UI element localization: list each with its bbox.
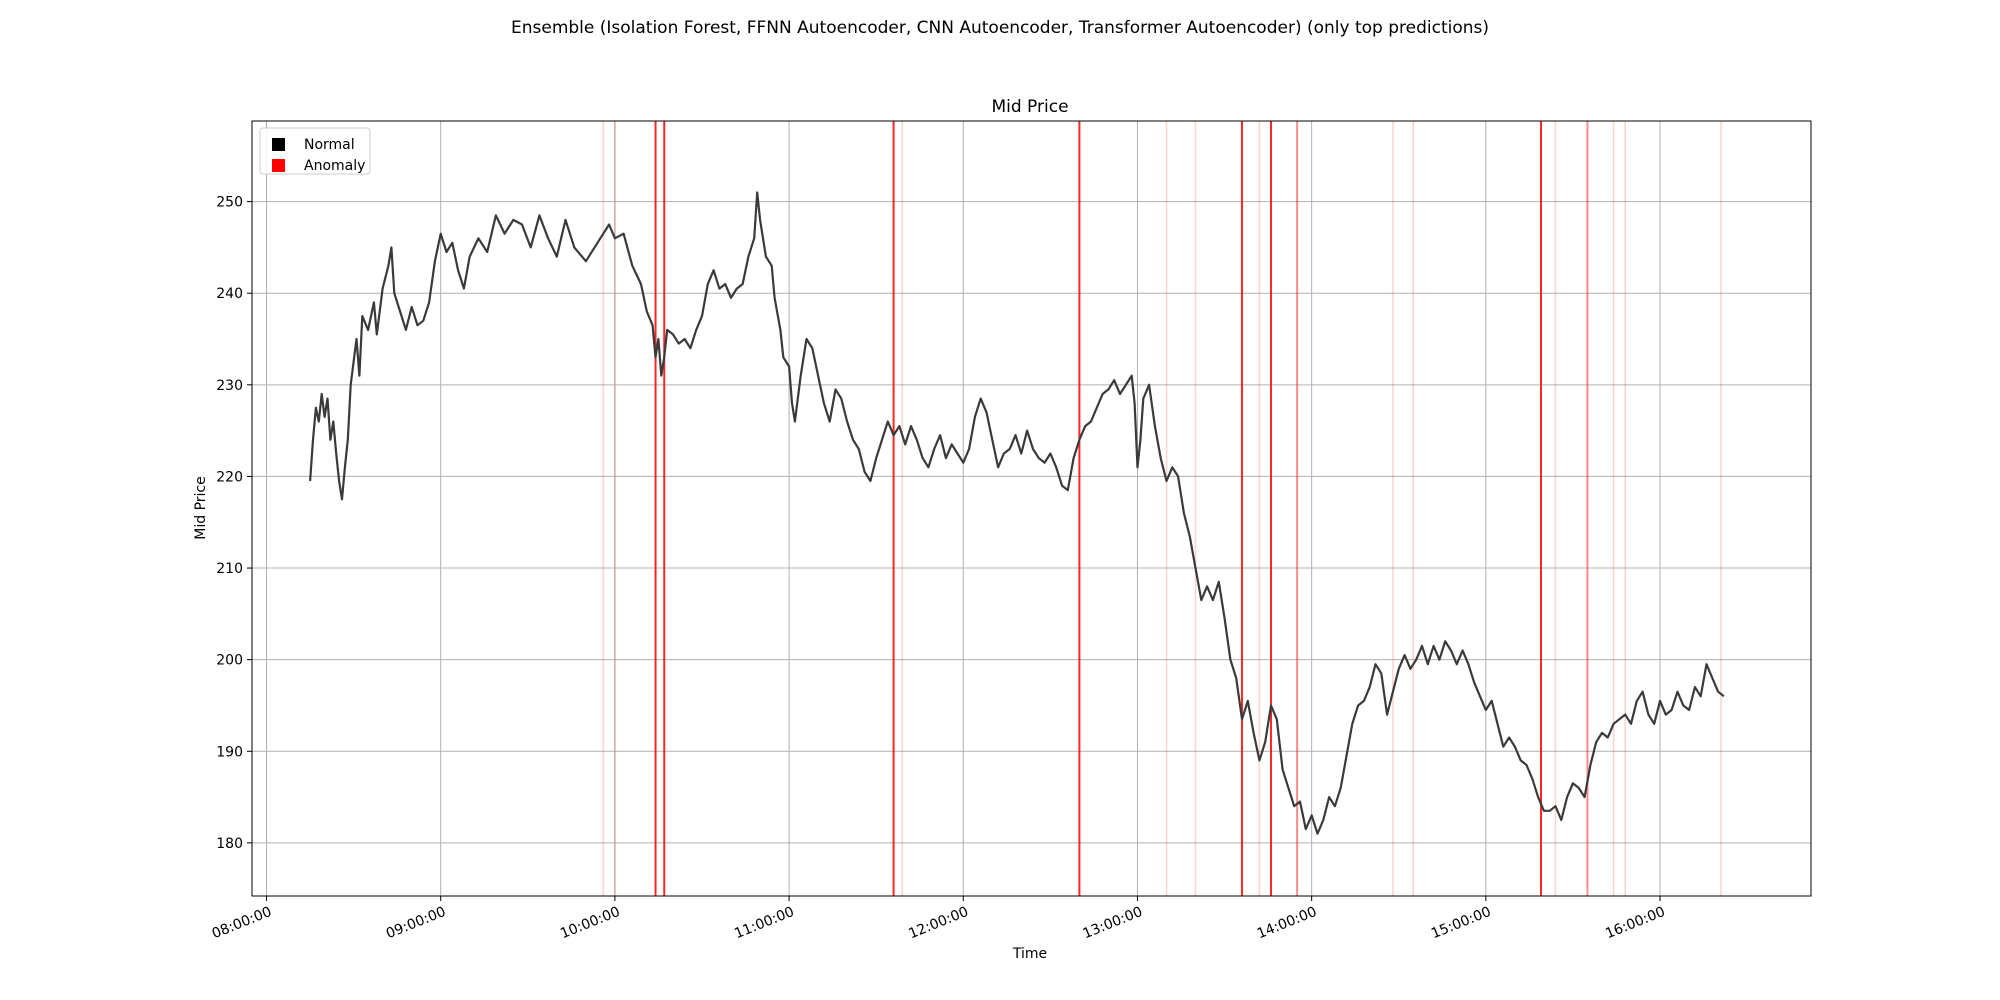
y-tick-label: 190 xyxy=(216,744,243,760)
figure-title: Ensemble (Isolation Forest, FFNN Autoenc… xyxy=(511,18,1489,38)
x-tick-label: 09:00:00 xyxy=(384,904,448,942)
x-axis-label: Time xyxy=(1012,946,1047,962)
legend-swatch xyxy=(272,159,285,172)
x-tick-label: 12:00:00 xyxy=(906,904,970,942)
y-tick-label: 240 xyxy=(216,286,243,302)
y-tick-label: 210 xyxy=(216,561,243,577)
plot-area: 180 190 200 210 220 230 240 250 08:00:00 09:00:00… xyxy=(210,120,1812,942)
y-tick-label: 250 xyxy=(216,195,243,211)
y-tick-label: 180 xyxy=(216,836,243,852)
x-tick-label: 15:00:00 xyxy=(1429,904,1493,942)
legend: Normal Anomaly xyxy=(259,127,371,175)
mid-price-series xyxy=(309,191,1725,835)
x-tick-label: 10:00:00 xyxy=(558,904,622,942)
y-tick-label: 200 xyxy=(216,653,243,669)
x-tick-label: 08:00:00 xyxy=(210,904,274,942)
axes-frame xyxy=(251,120,1812,897)
chart-title: Mid Price xyxy=(991,97,1068,117)
legend-swatch xyxy=(272,138,285,151)
legend-label: Anomaly xyxy=(304,158,365,174)
x-tick-label: 11:00:00 xyxy=(732,904,796,942)
legend-box xyxy=(259,127,371,175)
x-tick-label: 14:00:00 xyxy=(1255,904,1319,942)
legend-label: Normal xyxy=(304,137,355,153)
y-axis-label: Mid Price xyxy=(193,476,209,539)
x-tick-label: 13:00:00 xyxy=(1081,904,1145,942)
y-tick-label: 220 xyxy=(216,469,243,485)
y-tick-label: 230 xyxy=(216,378,243,394)
x-tick-label: 16:00:00 xyxy=(1603,904,1667,942)
